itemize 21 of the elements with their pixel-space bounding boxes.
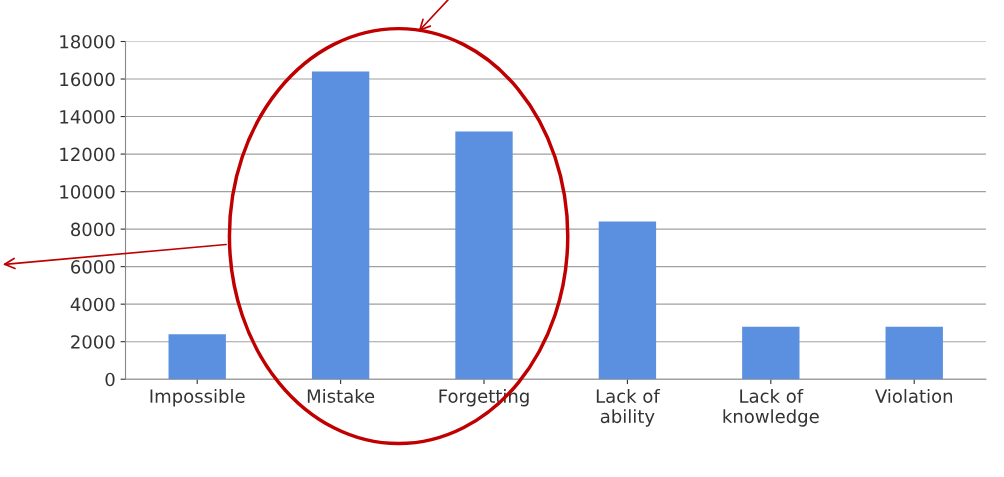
y-tick-label: 4000 <box>70 297 115 312</box>
x-tick-label: Violation <box>875 388 953 403</box>
bar <box>742 326 800 380</box>
y-tick-label: 10000 <box>60 185 115 199</box>
x-tick-label: Impossible <box>150 388 245 407</box>
y-tick-label: 18000 <box>60 34 115 49</box>
bar <box>455 131 513 380</box>
x-tick-label: Mistake <box>307 388 375 403</box>
bar <box>885 326 943 380</box>
bar <box>311 71 370 380</box>
y-tick-label: 8000 <box>71 222 115 237</box>
y-tick-label: 0 <box>105 372 115 387</box>
y-tick-label: 12000 <box>60 147 115 162</box>
x-tick-label: Lack of ability <box>596 388 661 427</box>
x-tick-label: Lack of knowledge <box>723 388 819 427</box>
y-tick-label: 16000 <box>60 72 115 87</box>
bar <box>168 334 226 380</box>
y-tick-label: 14000 <box>60 110 115 124</box>
bar <box>598 221 657 380</box>
y-tick-label: 2000 <box>71 335 115 349</box>
y-tick-label: 6000 <box>71 260 115 274</box>
